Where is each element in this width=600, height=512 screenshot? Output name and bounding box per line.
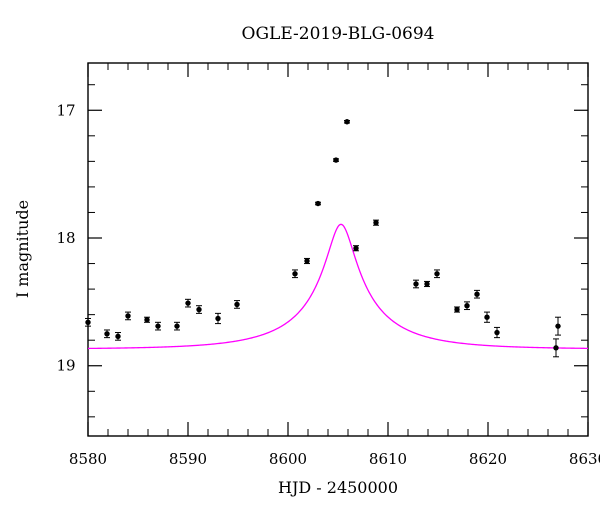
data-point <box>185 300 191 306</box>
data-point <box>196 306 202 313</box>
data-point <box>292 271 298 277</box>
x-tick-label: 8610 <box>369 450 407 468</box>
x-tick-label: 8630 <box>569 450 600 468</box>
data-point <box>474 291 480 297</box>
data-point <box>494 329 500 336</box>
y-axis-label: I magnitude <box>13 200 32 298</box>
data-point <box>434 271 440 277</box>
data-point <box>553 345 559 351</box>
data-point <box>144 317 150 323</box>
data-point <box>85 319 91 326</box>
x-tick-label: 8600 <box>269 450 307 468</box>
x-tick-label: 8590 <box>169 450 207 468</box>
data-point <box>353 245 359 251</box>
data-point <box>344 119 350 125</box>
data-point <box>304 258 310 264</box>
data-point <box>424 281 430 287</box>
data-point <box>155 323 161 329</box>
data-point <box>464 303 470 309</box>
data-point <box>104 331 110 337</box>
data-point <box>333 157 339 163</box>
data-point <box>413 281 419 287</box>
data-point <box>215 315 221 322</box>
x-tick-label: 8620 <box>469 450 507 468</box>
y-tick-label: 17 <box>56 101 75 119</box>
data-point <box>234 301 240 308</box>
data-point <box>484 314 490 320</box>
y-tick-label: 18 <box>56 229 75 247</box>
data-point <box>555 323 561 329</box>
chart-title: OGLE-2019-BLG-0694 <box>242 24 435 44</box>
plot-frame <box>87 62 589 437</box>
y-tick-label: 19 <box>56 357 75 375</box>
plot-layer: 8580 8590 8600 8610 8620 8630 17 18 19 <box>56 62 600 468</box>
data-point <box>454 306 460 313</box>
data-point <box>315 200 321 207</box>
data-point <box>174 323 180 329</box>
x-axis-label: HJD - 2450000 <box>278 478 398 497</box>
data-point <box>373 219 379 226</box>
data-point <box>125 313 131 319</box>
x-tick-label: 8580 <box>69 450 107 468</box>
model-curve <box>88 223 589 350</box>
data-point <box>115 333 121 340</box>
